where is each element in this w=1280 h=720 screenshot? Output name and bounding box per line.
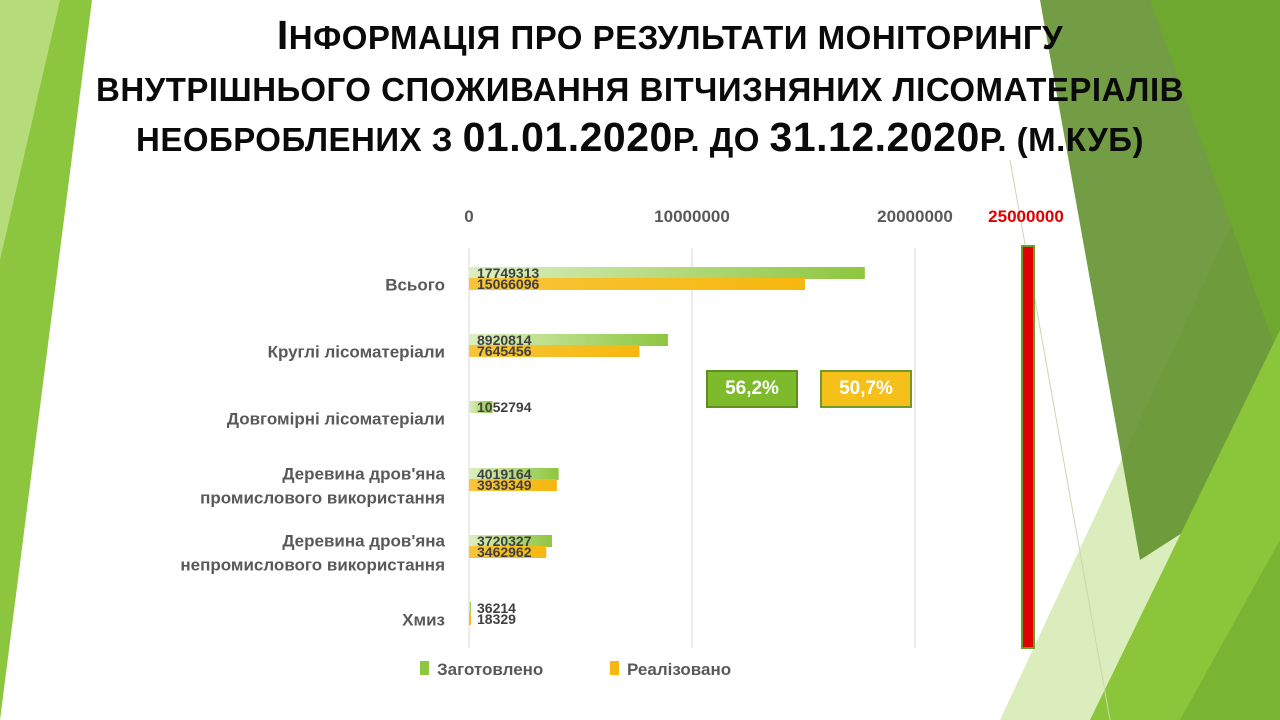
x-tick-label: 0 xyxy=(464,207,473,226)
title-line-1-text: нформація про результати моніторингу xyxy=(288,19,1064,56)
category-label: Всього xyxy=(385,276,445,295)
sold-value-label: 3462962 xyxy=(477,544,532,560)
legend-harvested-label: Заготовлено xyxy=(437,660,543,679)
x-tick-label: 20000000 xyxy=(877,207,953,226)
harvested-value-label: 3720327 xyxy=(477,533,532,549)
harvested-bar xyxy=(469,535,552,547)
title-line-3-a: необроблених з xyxy=(135,121,463,158)
title-date-start: 01.01.2020 xyxy=(462,114,673,160)
harvested-bar xyxy=(469,401,493,413)
harvested-bar xyxy=(469,602,471,614)
title-line-3-e: р. (м.куб) xyxy=(979,121,1144,158)
harvested-value-label: 4019164 xyxy=(477,466,532,482)
sold-bar xyxy=(469,613,471,625)
sold-value-label: 15066096 xyxy=(477,276,540,292)
title-line-1: Інформація про результати моніторингу xyxy=(0,12,1280,61)
x-tick-label: 10000000 xyxy=(654,207,730,226)
harvested-bar xyxy=(469,334,668,346)
harvested-value-label: 8920814 xyxy=(477,332,532,348)
category-label: Хмиз xyxy=(402,611,445,630)
title-line-2-text: внутрішнього споживання вітчизняних лісо… xyxy=(96,71,1184,108)
legend-sold-swatch xyxy=(610,661,619,675)
sold-bar xyxy=(469,479,557,491)
harvested-bar xyxy=(469,267,865,279)
title-line-2: внутрішнього споживання вітчизняних лісо… xyxy=(0,64,1280,113)
sold-share-badge: 50,7% xyxy=(820,370,912,408)
legend-sold-label: Реалізовано xyxy=(627,660,731,679)
category-label: Деревина дров'яна xyxy=(282,532,445,551)
category-label: промислового використання xyxy=(200,489,445,508)
sold-value-label: 18329 xyxy=(477,611,516,627)
category-label: Довгомірні лісоматеріали xyxy=(227,410,445,429)
harvested-value-label: 17749313 xyxy=(477,265,540,281)
sold-bar xyxy=(469,278,805,290)
marker-tick-label: 25000000 xyxy=(988,207,1064,226)
sold-bar xyxy=(469,546,547,558)
right-bottom-shape xyxy=(1180,540,1280,720)
legend-harvested-swatch xyxy=(420,661,429,675)
title-initial: І xyxy=(276,12,289,58)
right-mid-shape xyxy=(1150,0,1280,360)
sold-bar xyxy=(469,345,640,357)
left-light-shape xyxy=(0,0,60,260)
title-line-3: необроблених з 01.01.2020р. до 31.12.202… xyxy=(0,114,1280,163)
harvested-value-label: 36214 xyxy=(477,600,516,616)
title-date-end: 31.12.2020 xyxy=(769,114,980,160)
title-line-3-c: р. до xyxy=(672,121,770,158)
harvested-bar xyxy=(469,468,559,480)
category-label: Деревина дров'яна xyxy=(282,465,445,484)
left-green-shape xyxy=(0,0,92,720)
sold-value-label: 7645456 xyxy=(477,343,532,359)
red-marker-bar xyxy=(1021,245,1035,649)
right-bright-shape xyxy=(1090,330,1280,720)
sold-value-label: 3939349 xyxy=(477,477,532,493)
category-label: Круглі лісоматеріали xyxy=(268,343,445,362)
category-label: непромислового використання xyxy=(180,556,445,575)
harvested-value-label: 1052794 xyxy=(477,399,532,415)
harvested-share-badge: 56,2% xyxy=(706,370,798,408)
